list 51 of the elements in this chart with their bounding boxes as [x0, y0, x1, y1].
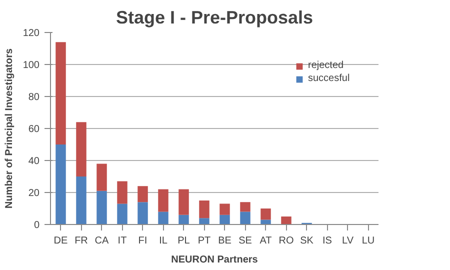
y-axis-title: Number of Principal Investigators	[4, 48, 15, 209]
x-tick-label: DE	[54, 236, 68, 246]
bar	[240, 212, 250, 224]
x-tick-label: IS	[322, 236, 332, 246]
y-tick-label: 80	[28, 92, 40, 103]
x-axis-title: NEURON Partners	[171, 254, 258, 266]
bar	[138, 202, 148, 224]
legend-label: succesful	[308, 73, 350, 84]
x-tick-label: IL	[159, 236, 168, 246]
bar	[76, 122, 86, 176]
bar	[260, 220, 271, 224]
bar	[220, 214, 230, 224]
y-tick-label: 120	[22, 28, 40, 39]
bar	[199, 200, 210, 218]
bar	[281, 216, 292, 224]
bar	[138, 186, 148, 202]
bar	[96, 190, 107, 224]
x-tick-label: IT	[118, 236, 127, 246]
x-tick-label: PL	[178, 236, 190, 246]
y-tick-label: 60	[28, 124, 40, 135]
x-tick-label: CA	[94, 236, 110, 246]
y-tick-label: 20	[28, 188, 40, 199]
bar	[178, 189, 189, 215]
y-tick-label: 40	[28, 156, 40, 167]
x-tick-label: PT	[198, 236, 211, 246]
x-tick-label: LV	[342, 236, 354, 246]
x-tick-label: RO	[278, 236, 294, 246]
bar	[56, 42, 66, 144]
bar	[158, 212, 168, 224]
x-tick-label: AT	[260, 236, 272, 246]
y-tick-label: 100	[22, 60, 40, 71]
bar	[117, 204, 128, 224]
chart-title: Stage I - Pre-Proposals	[116, 8, 314, 28]
x-tick-label: LU	[362, 236, 375, 246]
x-tick-label: BE	[218, 236, 232, 246]
bar	[158, 189, 168, 212]
bar	[117, 181, 128, 204]
bar	[220, 204, 230, 215]
bar	[56, 144, 66, 224]
x-tick-label: SE	[238, 236, 252, 246]
legend-label: rejected	[308, 60, 344, 71]
x-tick-label: FI	[138, 236, 148, 246]
bar	[96, 164, 107, 191]
x-tick-label: FR	[74, 236, 88, 246]
bar	[76, 176, 86, 224]
bar	[240, 202, 250, 212]
x-tick-label: SK	[300, 236, 314, 246]
y-tick-label: 0	[34, 220, 40, 231]
bar	[199, 218, 210, 224]
bar	[178, 214, 189, 224]
bar	[260, 208, 271, 220]
